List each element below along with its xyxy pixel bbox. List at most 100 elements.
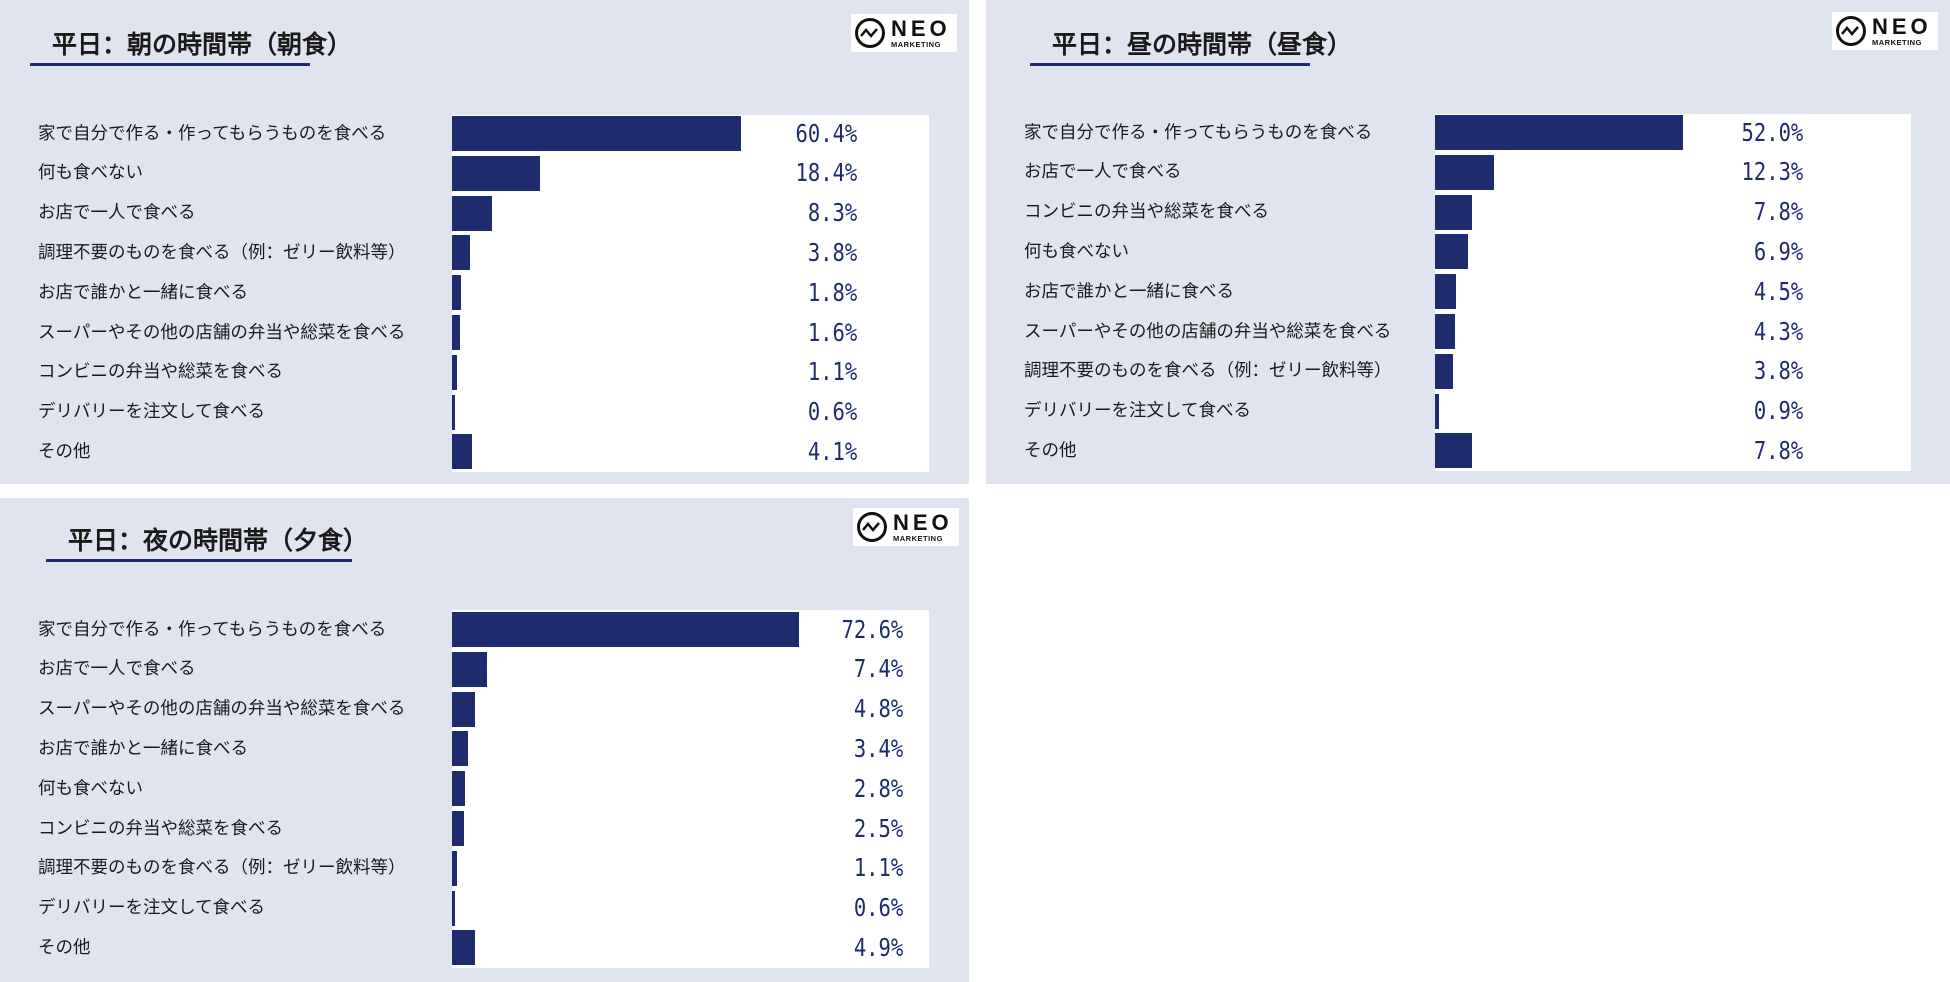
value-label: 0.9% bbox=[1753, 396, 1803, 426]
value-label: 60.4% bbox=[795, 118, 857, 148]
brand-name: NEO bbox=[891, 15, 951, 41]
bar bbox=[452, 116, 741, 151]
bar bbox=[452, 275, 461, 311]
bar bbox=[452, 155, 540, 191]
category-label: デリバリーを注文して食べる bbox=[38, 402, 265, 423]
value-label: 52.0% bbox=[1741, 117, 1803, 147]
category-label: スーパーやその他の店舗の弁当や総菜を食べる bbox=[38, 322, 406, 343]
value-label: 2.5% bbox=[853, 813, 903, 843]
brand-logo: NEO MARKETING bbox=[1832, 12, 1938, 50]
value-label: 18.4% bbox=[795, 158, 857, 188]
bar bbox=[452, 394, 455, 430]
brand-name: NEO bbox=[1872, 13, 1932, 39]
brand-logo-icon bbox=[1836, 16, 1866, 46]
value-label: 1.6% bbox=[807, 317, 857, 347]
category-label: お店で一人で食べる bbox=[1024, 162, 1182, 183]
value-label: 2.8% bbox=[853, 773, 903, 803]
bar bbox=[1435, 353, 1454, 389]
category-label: 調理不要のものを食べる（例：ゼリー飲料等） bbox=[38, 858, 406, 879]
brand-logo: NEO MARKETING bbox=[853, 508, 959, 546]
chart-title: 平日：朝の時間帯（朝食） bbox=[30, 26, 352, 66]
value-label: 1.1% bbox=[807, 357, 857, 387]
bar bbox=[452, 354, 458, 390]
bar bbox=[1435, 154, 1494, 190]
chart-panel-dinner: 平日：夜の時間帯（夕食） NEO MARKETING 72.6% 7.4% 4.8%… bbox=[0, 498, 969, 982]
value-label: 0.6% bbox=[807, 397, 857, 427]
category-label: デリバリーを注文して食べる bbox=[1024, 401, 1251, 422]
value-label: 4.9% bbox=[853, 932, 903, 962]
plot-area: 60.4% 18.4% 8.3% 3.8% 1.8% 1.6% 1.1% 0.6% 4.1% bbox=[452, 115, 929, 472]
bar bbox=[452, 890, 455, 926]
category-label: 家で自分で作る・作ってもらうものを食べる bbox=[1024, 122, 1373, 143]
bar bbox=[1435, 274, 1457, 310]
bar bbox=[452, 811, 464, 846]
brand-logo-icon bbox=[857, 512, 887, 542]
bar bbox=[1435, 393, 1440, 429]
brand-sub: MARKETING bbox=[1872, 37, 1922, 47]
bar bbox=[1435, 433, 1473, 469]
bar bbox=[452, 930, 476, 966]
value-label: 3.8% bbox=[1753, 356, 1803, 386]
category-label: お店で誰かと一緒に食べる bbox=[1024, 281, 1234, 302]
value-label: 4.1% bbox=[807, 436, 857, 466]
plot-area: 52.0% 12.3% 7.8% 6.9% 4.5% 4.3% 3.8% 0.9% 7.8% bbox=[1435, 114, 1911, 471]
brand-logo-icon bbox=[855, 18, 885, 48]
bar bbox=[452, 315, 460, 350]
category-label: デリバリーを注文して食べる bbox=[38, 898, 265, 919]
value-label: 7.8% bbox=[1753, 197, 1803, 227]
category-label: コンビニの弁当や総菜を食べる bbox=[38, 818, 283, 839]
plot-area: 72.6% 7.4% 4.8% 3.4% 2.8% 2.5% 1.1% 0.6% 4.9% bbox=[452, 610, 929, 968]
bar bbox=[452, 195, 492, 231]
category-label: 何も食べない bbox=[38, 778, 143, 799]
value-label: 4.3% bbox=[1753, 316, 1803, 346]
value-label: 8.3% bbox=[807, 198, 857, 228]
category-label: コンビニの弁当や総菜を食べる bbox=[38, 362, 283, 383]
category-label: 調理不要のものを食べる（例：ゼリー飲料等） bbox=[38, 242, 406, 263]
category-label: 何も食べない bbox=[1024, 241, 1129, 262]
category-label: お店で誰かと一緒に食べる bbox=[38, 738, 248, 759]
category-label: 家で自分で作る・作ってもらうものを食べる bbox=[38, 123, 387, 144]
category-label: お店で一人で食べる bbox=[38, 203, 196, 224]
bar bbox=[452, 691, 475, 727]
bar bbox=[1435, 194, 1473, 230]
bar bbox=[452, 771, 466, 807]
bar bbox=[452, 612, 800, 647]
category-label: スーパーやその他の店舗の弁当や総菜を食べる bbox=[38, 699, 406, 720]
category-label: スーパーやその他の店舗の弁当や総菜を食べる bbox=[1024, 321, 1392, 342]
value-label: 4.8% bbox=[853, 694, 903, 724]
value-label: 1.8% bbox=[807, 277, 857, 307]
value-label: 72.6% bbox=[841, 614, 903, 644]
bar bbox=[452, 731, 469, 767]
value-label: 6.9% bbox=[1753, 236, 1803, 266]
value-label: 4.5% bbox=[1753, 276, 1803, 306]
value-label: 12.3% bbox=[1741, 157, 1803, 187]
bar bbox=[1435, 314, 1456, 349]
category-label: お店で一人で食べる bbox=[38, 659, 196, 680]
bar bbox=[452, 651, 488, 687]
brand-sub: MARKETING bbox=[893, 533, 943, 543]
bar bbox=[452, 434, 472, 470]
category-label: お店で誰かと一緒に食べる bbox=[38, 282, 248, 303]
value-label: 1.1% bbox=[853, 853, 903, 883]
chart-panel-breakfast: 平日：朝の時間帯（朝食） NEO MARKETING 60.4% 18.4% 8.3… bbox=[0, 0, 969, 484]
category-label: その他 bbox=[1024, 440, 1077, 461]
brand-logo: NEO MARKETING bbox=[851, 14, 957, 52]
category-label: その他 bbox=[38, 441, 91, 462]
value-label: 0.6% bbox=[853, 893, 903, 923]
brand-name: NEO bbox=[893, 509, 953, 535]
category-label: その他 bbox=[38, 937, 91, 958]
bar bbox=[1435, 234, 1468, 270]
chart-title: 平日：昼の時間帯（昼食） bbox=[1030, 26, 1352, 66]
chart-title: 平日：夜の時間帯（夕食） bbox=[46, 522, 368, 562]
bar bbox=[452, 235, 471, 271]
value-label: 3.8% bbox=[807, 237, 857, 267]
bar bbox=[452, 850, 458, 886]
value-label: 7.8% bbox=[1753, 435, 1803, 465]
chart-panel-lunch: 平日：昼の時間帯（昼食） NEO MARKETING 52.0% 12.3% 7.8… bbox=[986, 0, 1950, 484]
bar bbox=[1435, 115, 1683, 150]
value-label: 3.4% bbox=[853, 733, 903, 763]
category-label: コンビニの弁当や総菜を食べる bbox=[1024, 202, 1269, 223]
category-label: 調理不要のものを食べる（例：ゼリー飲料等） bbox=[1024, 361, 1392, 382]
category-label: 家で自分で作る・作ってもらうものを食べる bbox=[38, 619, 387, 640]
brand-sub: MARKETING bbox=[891, 39, 941, 49]
